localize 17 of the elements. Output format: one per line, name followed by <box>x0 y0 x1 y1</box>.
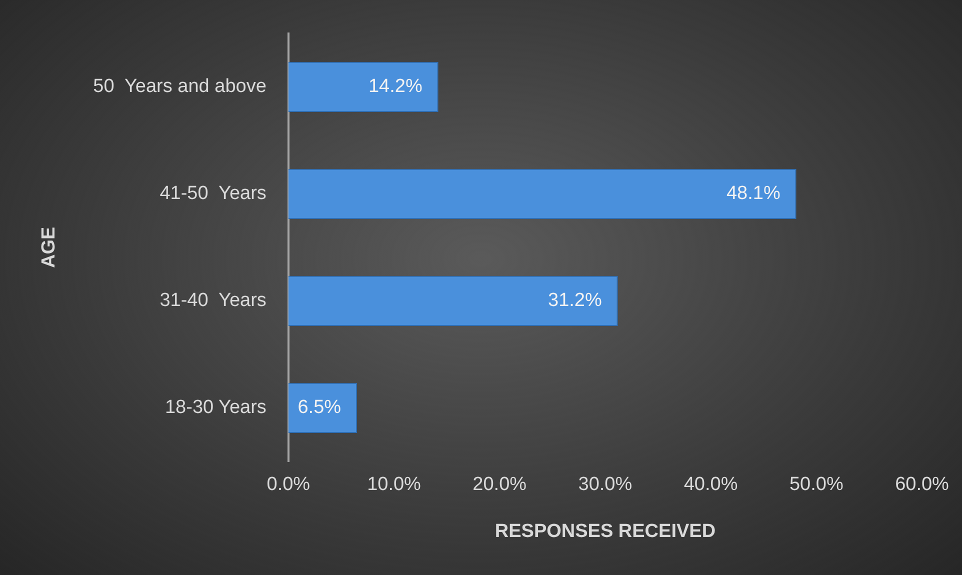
y-tick-label: 18-30 Years <box>164 397 266 418</box>
data-label: 48.1% <box>726 183 780 204</box>
x-tick-label: 10.0% <box>367 474 422 496</box>
data-label: 14.2% <box>368 76 422 98</box>
x-tick-label: 50.0% <box>789 474 844 496</box>
data-label: 31.2% <box>548 290 602 312</box>
y-tick-label: 31-40 Years <box>160 290 266 312</box>
y-tick-label: 41-50 Years <box>160 183 266 204</box>
x-tick-label: 20.0% <box>472 474 527 496</box>
x-tick-label: 60.0% <box>895 474 950 496</box>
y-axis-title: AGE <box>38 226 60 268</box>
x-tick-label: 40.0% <box>684 474 738 496</box>
y-tick-label: 50 Years and above <box>93 76 266 98</box>
x-axis-title: RESPONSES RECEIVED <box>494 520 716 542</box>
x-tick-label: 0.0% <box>266 474 310 496</box>
x-tick-label: 30.0% <box>578 474 632 496</box>
data-label: 6.5% <box>298 397 342 418</box>
